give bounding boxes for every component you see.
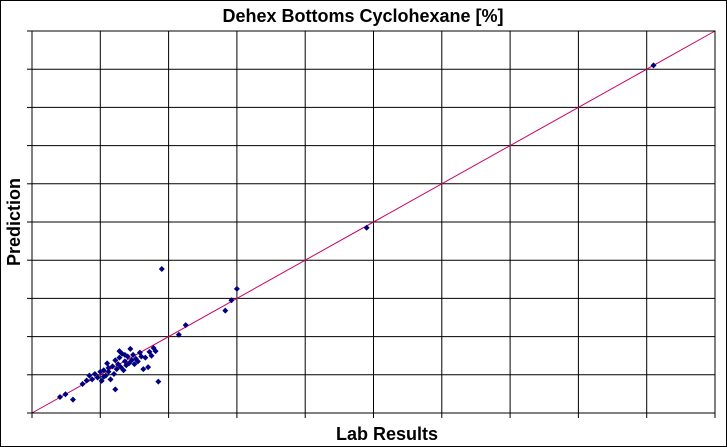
data-point [131, 361, 138, 368]
data-point [130, 351, 137, 358]
data-point [110, 371, 117, 378]
data-point [145, 364, 152, 371]
data-point [120, 367, 127, 374]
data-point [100, 367, 107, 374]
y-axis-label: Prediction [4, 178, 24, 266]
data-point [116, 348, 123, 355]
x-axis-label: Lab Results [336, 424, 438, 444]
data-point [142, 354, 149, 361]
data-point [182, 322, 189, 329]
data-point [148, 352, 155, 359]
data-point [155, 378, 162, 385]
data-point [112, 386, 119, 393]
data-point [228, 297, 235, 304]
data-point [233, 285, 240, 292]
data-point [105, 368, 112, 375]
data-point [152, 348, 159, 355]
fit-line-group [31, 30, 716, 414]
chart-title: Dehex Bottoms Cyclohexane [%] [222, 6, 503, 26]
fit-line [31, 30, 716, 414]
data-point [121, 351, 128, 358]
data-point [69, 396, 76, 403]
data-point [100, 373, 107, 380]
data-point [140, 366, 147, 373]
data-point [158, 265, 165, 272]
data-point [89, 376, 96, 383]
data-points [57, 62, 657, 403]
data-point [62, 391, 69, 398]
data-point [116, 354, 123, 361]
data-point [79, 380, 86, 387]
data-point [650, 62, 657, 69]
data-point [105, 364, 112, 371]
data-point [83, 377, 90, 384]
data-point [91, 371, 98, 378]
data-point [57, 393, 64, 400]
data-point [175, 331, 182, 338]
data-point [86, 372, 93, 379]
data-point [112, 357, 119, 364]
data-point [127, 345, 134, 352]
data-point [113, 366, 120, 373]
data-point [98, 377, 105, 384]
axis-ticks [27, 30, 716, 418]
data-point [104, 360, 111, 367]
data-point [222, 307, 229, 314]
data-point [94, 374, 101, 381]
data-point [134, 358, 141, 365]
data-point [363, 224, 370, 231]
plot-area-border [31, 30, 716, 414]
data-point [107, 376, 114, 383]
